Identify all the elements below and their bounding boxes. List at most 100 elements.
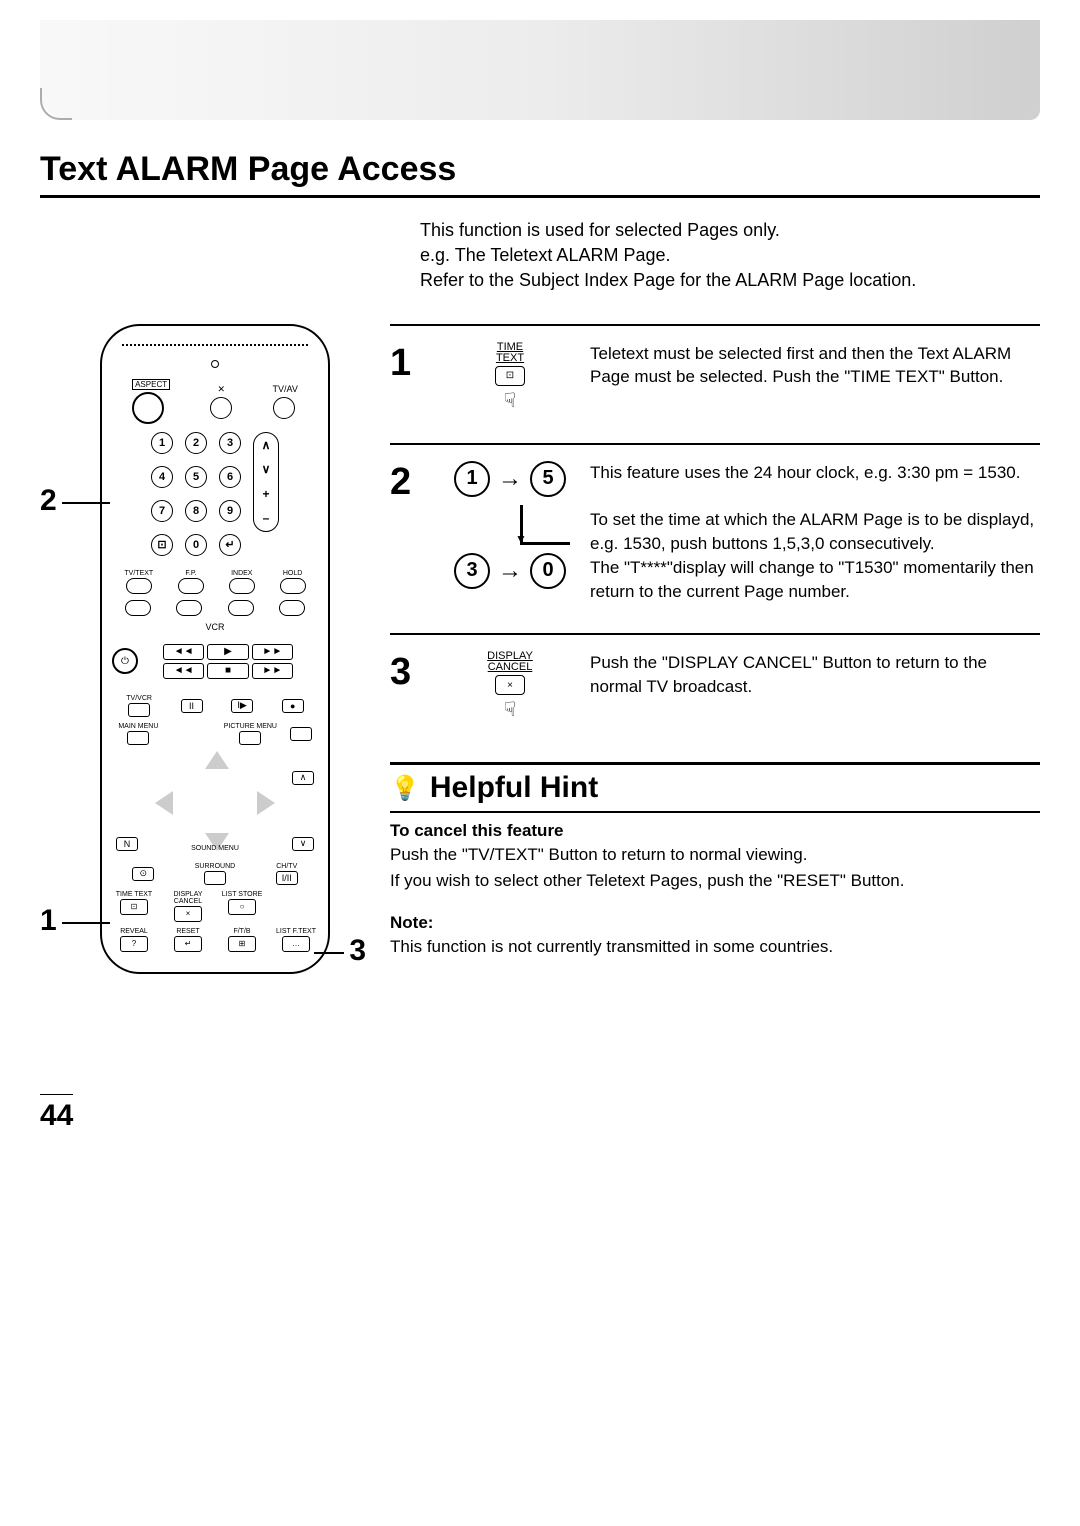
blank-button[interactable] [125,600,151,616]
vcr-power-row: ⏻ ◄◄ ▶ ►► ◄◄ ■ ►► [112,638,318,685]
keypad-8[interactable]: 8 [185,500,207,522]
fp-button[interactable] [178,578,204,594]
intro-line: Refer to the Subject Index Page for the … [420,268,1040,293]
step-2: 2 1 → 5 3 → 0 This feature [390,443,1040,634]
vcr-ff[interactable]: ►► [252,644,293,660]
blank-button[interactable] [279,600,305,616]
pause-button[interactable]: II [181,699,203,713]
scanned-header-gradient [40,20,1040,120]
hold-button[interactable] [280,578,306,594]
press-5: 5 [530,461,566,497]
remote-control: ASPECT ✕ TV/AV 1 2 3 4 5 [100,324,330,974]
tvtext-label: TV/TEXT [124,570,153,577]
function-row: TV/TEXT F.P. INDEX HOLD [112,570,318,594]
nav-up[interactable] [205,751,229,769]
tvtext-button[interactable] [126,578,152,594]
time-text-button[interactable]: ⊡ [120,899,148,915]
arrow-icon: → [498,557,522,585]
picture-menu-label: PICTURE MENU [224,723,277,730]
aspect-label: ASPECT [132,379,170,390]
tvvcr-label: TV/VCR [126,695,152,702]
blank-button[interactable] [176,600,202,616]
rec-button[interactable]: ● [282,699,304,713]
keypad-9[interactable]: 9 [219,500,241,522]
n-button[interactable]: N [116,837,138,851]
hint-header: 💡 Helpful Hint [390,762,1040,813]
list-store-button[interactable]: ○ [228,899,256,915]
tvav-label: TV/AV [273,384,298,394]
surround-icon-button[interactable]: ⊙ [132,867,154,881]
tt-label: RESET [176,928,199,935]
keypad-enter[interactable]: ↵ [219,534,241,556]
bulb-icon: 💡 [390,774,420,803]
ch-up[interactable]: ∧ [292,771,314,785]
vcr-play[interactable]: ▶ [207,644,248,660]
nav-left[interactable] [155,791,173,815]
chtv-button[interactable]: I/II [276,871,298,885]
blank-button[interactable] [228,600,254,616]
nav-right[interactable] [257,791,275,815]
keypad-4[interactable]: 4 [151,466,173,488]
list-ftext-button[interactable]: … [282,936,310,952]
keypad-3[interactable]: 3 [219,432,241,454]
aspect-button[interactable] [132,392,164,424]
step-number: 1 [390,342,430,413]
ftb-button[interactable]: ⊞ [228,936,256,952]
hand-icon: ☟ [450,388,570,413]
rocker-up: ∧ [262,438,271,452]
chtv-label: CH/TV [276,863,297,870]
display-cancel-button[interactable]: × [174,906,202,922]
keypad-1[interactable]: 1 [151,432,173,454]
menu-row: MAIN MENU PICTURE MENU [112,723,318,745]
keypad-2[interactable]: 2 [185,432,207,454]
note-label: Note: [390,913,1040,933]
surround-button[interactable] [204,871,226,885]
vcr-ff2[interactable]: ►► [252,663,293,679]
reset-button[interactable]: ↵ [174,936,202,952]
vcr-label: VCR [112,622,318,632]
channel-volume-rocker[interactable]: ∧ ∨ + – [253,432,279,532]
index-button[interactable] [229,578,255,594]
teletext-row-2: REVEAL? RESET↵ F/T/B⊞ LIST F.TEXT… [112,928,318,952]
picture-menu-button[interactable] [239,731,261,745]
step-text: Push the "DISPLAY CANCEL" Button to retu… [590,651,1040,722]
main-menu-button[interactable] [127,731,149,745]
step-icon-block: TIME TEXT ⊡ ☟ [450,342,570,413]
vcr-rew[interactable]: ◄◄ [163,644,204,660]
mute-button[interactable] [210,397,232,419]
blank-ovals-row [112,600,318,616]
arrow-icon: → [498,465,522,493]
step-text-line: The "T****"display will change to "T1530… [590,556,1040,604]
keypad-info[interactable]: ⊡ [151,534,173,556]
remote-top-row: ASPECT ✕ TV/AV [112,374,318,424]
tvvcr-button[interactable] [128,703,150,717]
step-number: 2 [390,461,430,604]
step-button[interactable]: I▶ [231,699,253,713]
callout-1: 1 [40,904,57,938]
hint-title: Helpful Hint [430,771,598,805]
icon-label: CANCEL [450,662,570,673]
step-text: This feature uses the 24 hour clock, e.g… [590,461,1040,604]
keypad-6[interactable]: 6 [219,466,241,488]
display-cancel-icon: × [495,675,525,695]
tvav-button[interactable] [273,397,295,419]
callout-3: 3 [349,934,366,968]
connector-line [520,505,570,545]
keypad-0[interactable]: 0 [185,534,207,556]
ch-down[interactable]: ∨ [292,837,314,851]
blank-rect[interactable] [290,727,312,741]
vcr-rew2[interactable]: ◄◄ [163,663,204,679]
vcr-stop[interactable]: ■ [207,663,248,679]
sound-menu-label: SOUND MENU [191,845,239,852]
press-sequence: 1 → 5 3 → 0 [450,461,570,589]
reveal-button[interactable]: ? [120,936,148,952]
page-title: Text ALARM Page Access [40,150,1040,198]
hint-body: If you wish to select other Teletext Pag… [390,869,1040,893]
power-button[interactable]: ⏻ [112,648,138,674]
tt-label: F/T/B [233,928,250,935]
keypad-7[interactable]: 7 [151,500,173,522]
keypad-5[interactable]: 5 [185,466,207,488]
rocker-down: ∨ [262,462,271,476]
time-text-icon: ⊡ [495,366,525,386]
tt-label: REVEAL [120,928,148,935]
